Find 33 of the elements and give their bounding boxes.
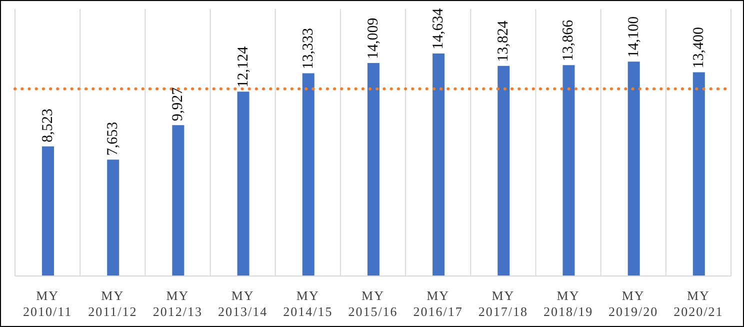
bar [628, 62, 640, 276]
x-tick-label: MY 2017/18 [478, 288, 528, 319]
bar [692, 72, 705, 276]
x-tick-label: MY 2015/16 [348, 288, 398, 319]
x-tick-label: MY 2016/17 [413, 288, 463, 319]
data-label: 14,100 [626, 16, 642, 58]
data-label: 14,009 [365, 18, 382, 60]
bar [367, 63, 380, 276]
x-tick-label: MY 2011/12 [88, 288, 138, 319]
data-label: 13,866 [560, 19, 577, 62]
bar [237, 92, 250, 276]
data-label: 13,400 [690, 27, 707, 68]
data-label: 8,523 [40, 108, 56, 142]
bar [432, 54, 445, 276]
x-tick-label: MY 2020/21 [674, 288, 724, 319]
data-label: 13,824 [496, 20, 512, 62]
bar [498, 66, 510, 276]
x-tick-label: MY 2018/19 [543, 288, 594, 319]
data-label: 13,333 [300, 28, 316, 70]
x-tick-label: MY 2014/15 [283, 288, 333, 319]
x-tick-label: MY 2012/13 [152, 288, 203, 319]
x-tick-label: MY 2019/20 [608, 288, 658, 319]
data-label: 14,634 [430, 8, 447, 50]
bar [107, 160, 120, 276]
bar [562, 65, 575, 276]
data-label: 7,653 [105, 122, 122, 156]
data-label: 9,927 [170, 86, 186, 122]
bar [302, 73, 314, 276]
x-tick-label: MY 2013/14 [218, 288, 268, 319]
bar [42, 146, 54, 276]
x-tick-label: MY 2010/11 [22, 288, 72, 319]
data-label: 12,124 [235, 46, 252, 88]
bar [172, 125, 184, 276]
